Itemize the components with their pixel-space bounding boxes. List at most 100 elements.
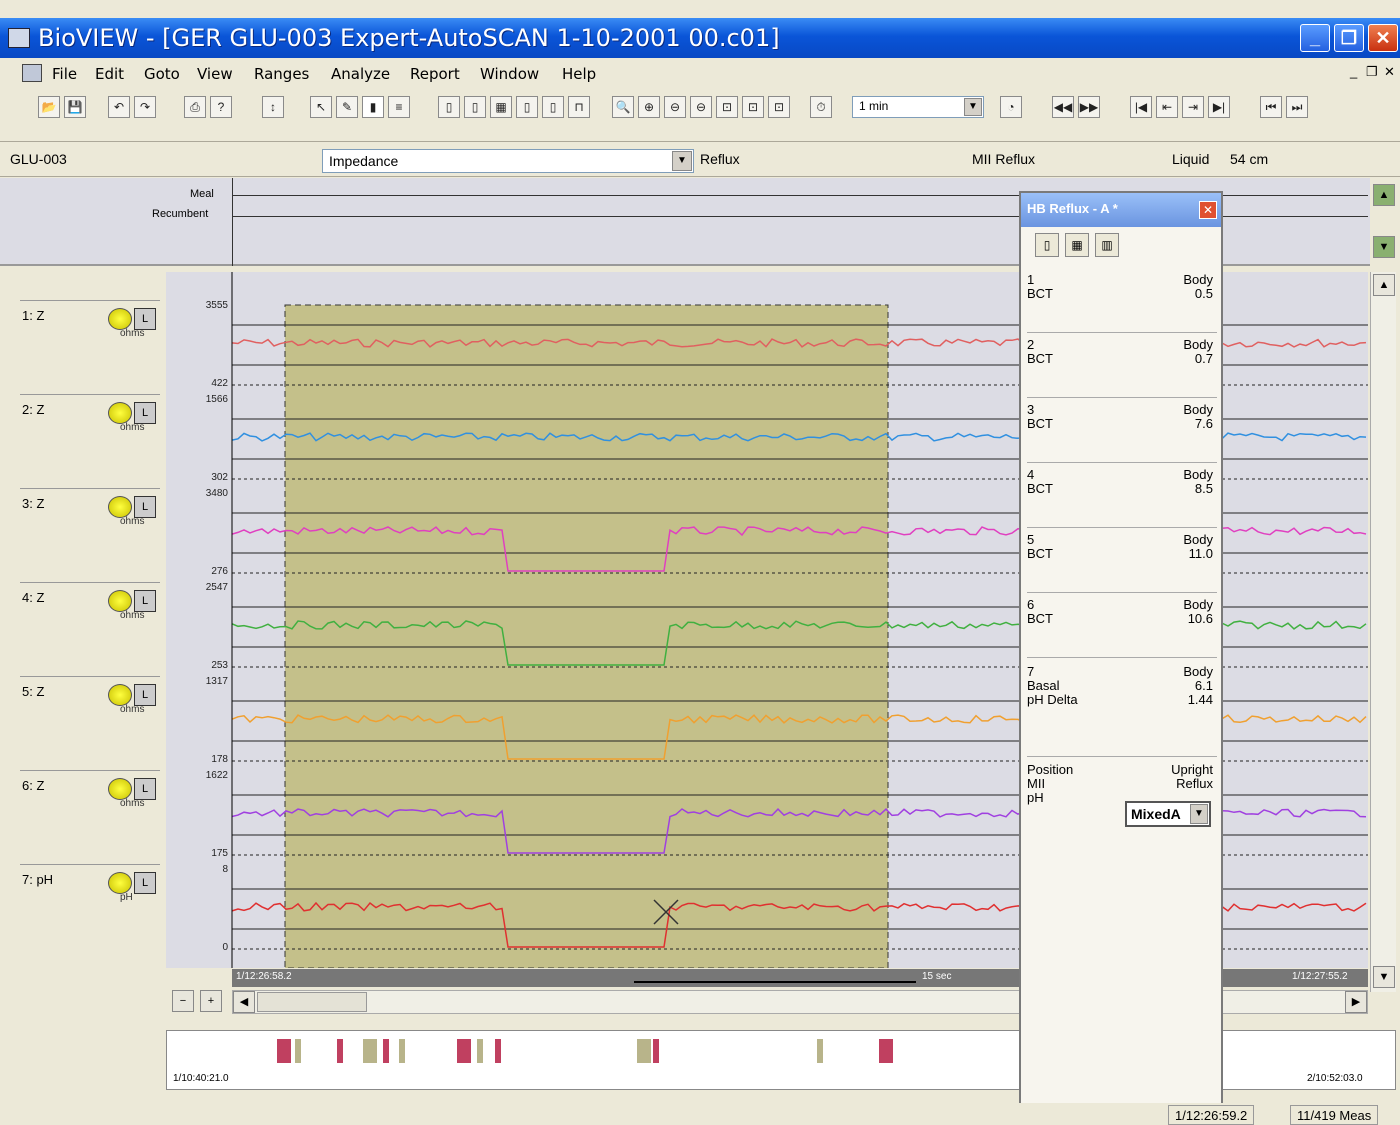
region4-icon[interactable]: ▯: [516, 96, 538, 118]
pencil-icon[interactable]: ✎: [336, 96, 358, 118]
panel-view-icon[interactable]: ▯: [1035, 233, 1059, 257]
panel-title[interactable]: HB Reflux - A *: [1021, 193, 1221, 227]
help-icon[interactable]: ?: [210, 96, 232, 118]
save-icon[interactable]: 💾: [64, 96, 86, 118]
channel-lock-icon[interactable]: L: [134, 308, 156, 330]
menu-window[interactable]: Window: [480, 65, 540, 83]
panel-row-7[interactable]: 7 Basal pH Delta Body 6.1 1.44: [1027, 665, 1217, 757]
fit2-icon[interactable]: ⊡: [742, 96, 764, 118]
panel-table-icon[interactable]: ▦: [1065, 233, 1089, 257]
marker2-icon[interactable]: ⊓: [568, 96, 590, 118]
chevron-down-icon[interactable]: ▼: [1190, 804, 1208, 824]
close-button[interactable]: ✕: [1368, 24, 1398, 52]
event-prev-icon[interactable]: ⇤: [1156, 96, 1178, 118]
panel-row[interactable]: 6 BCT Body 10.6: [1027, 598, 1217, 658]
channel-visible-icon[interactable]: [108, 684, 132, 706]
chevron-down-icon[interactable]: ▼: [964, 98, 982, 116]
region5-icon[interactable]: ▯: [542, 96, 564, 118]
menu-help[interactable]: Help: [562, 65, 597, 83]
channel-lock-icon[interactable]: L: [134, 872, 156, 894]
undo-icon[interactable]: ↶: [108, 96, 130, 118]
zoom-out-icon[interactable]: ⊖: [664, 96, 686, 118]
panel-row[interactable]: 3 BCT Body 7.6: [1027, 403, 1217, 463]
menu-file[interactable]: File: [52, 65, 78, 83]
vertical-scale-icon[interactable]: ↕: [262, 96, 284, 118]
row-name: BCT: [1027, 416, 1053, 431]
zoom-plus-button[interactable]: +: [200, 990, 222, 1012]
channel-visible-icon[interactable]: [108, 872, 132, 894]
channel-separator: [20, 394, 160, 395]
list-icon[interactable]: ≡: [388, 96, 410, 118]
app-icon[interactable]: [8, 28, 30, 48]
rewind-icon[interactable]: ◀◀: [1052, 96, 1074, 118]
channel-visible-icon[interactable]: [108, 308, 132, 330]
region-icon[interactable]: ▯: [438, 96, 460, 118]
zoom-minus-button[interactable]: −: [172, 990, 194, 1012]
region3-icon[interactable]: ▦: [490, 96, 512, 118]
panel-row[interactable]: 5 BCT Body 11.0: [1027, 533, 1217, 593]
mdi-close-button[interactable]: ✕: [1384, 64, 1395, 79]
scroll-up-icon[interactable]: ▲: [1373, 274, 1395, 296]
scroll-left-icon[interactable]: ◀: [233, 991, 255, 1013]
channel-lock-icon[interactable]: L: [134, 496, 156, 518]
zoom-range-icon[interactable]: ⊖: [690, 96, 712, 118]
row-value: 8.5: [1194, 481, 1213, 496]
channel-visible-icon[interactable]: [108, 496, 132, 518]
panel-row[interactable]: 4 BCT Body 8.5: [1027, 468, 1217, 528]
menu-view[interactable]: View: [197, 65, 233, 83]
panel-row[interactable]: 1 BCT Body 0.5: [1027, 273, 1217, 333]
event-next-icon[interactable]: ⇥: [1182, 96, 1204, 118]
skip-forward-icon[interactable]: ⏭: [1286, 96, 1308, 118]
chevron-down-icon[interactable]: ▼: [672, 151, 692, 171]
scroll-down-icon[interactable]: ▼: [1373, 966, 1395, 988]
document-icon[interactable]: [22, 64, 42, 82]
channel-lock-icon[interactable]: L: [134, 590, 156, 612]
marker-icon[interactable]: ▮: [362, 96, 384, 118]
panel-row[interactable]: 2 BCT Body 0.7: [1027, 338, 1217, 398]
ph-type-select[interactable]: MixedA ▼: [1125, 801, 1211, 827]
channel-separator: [20, 582, 160, 583]
mdi-restore-button[interactable]: ❐: [1366, 64, 1378, 79]
channel-lock-icon[interactable]: L: [134, 778, 156, 800]
scroll-thumb[interactable]: [257, 992, 367, 1012]
open-icon[interactable]: 📂: [38, 96, 60, 118]
band-scroll-down-button[interactable]: ▼: [1373, 236, 1395, 258]
channel-visible-icon[interactable]: [108, 590, 132, 612]
panel-bars-icon[interactable]: ▥: [1095, 233, 1119, 257]
time-range-select[interactable]: 1 min ▼: [852, 96, 984, 118]
channel-visible-icon[interactable]: [108, 402, 132, 424]
zoom-in-icon[interactable]: ⊕: [638, 96, 660, 118]
channel-type-select[interactable]: Impedance ▼: [322, 149, 694, 173]
band-scroll-up-button[interactable]: ▲: [1373, 184, 1395, 206]
menu-ranges[interactable]: Ranges: [254, 65, 310, 83]
channel-lock-icon[interactable]: L: [134, 684, 156, 706]
pointer-icon[interactable]: ↖: [310, 96, 332, 118]
menu-edit[interactable]: Edit: [95, 65, 125, 83]
scroll-right-icon[interactable]: ▶: [1345, 991, 1367, 1013]
region2-icon[interactable]: ▯: [464, 96, 486, 118]
first-icon[interactable]: |◀: [1130, 96, 1152, 118]
panel-close-icon[interactable]: ✕: [1199, 201, 1217, 219]
time-scale-icon[interactable]: ⏱: [810, 96, 832, 118]
zoom-icon[interactable]: 🔍: [612, 96, 634, 118]
channel-lock-icon[interactable]: L: [134, 402, 156, 424]
overview-event: [399, 1039, 405, 1063]
menu-report[interactable]: Report: [410, 65, 460, 83]
menu-goto[interactable]: Goto: [144, 65, 180, 83]
fast-forward-icon[interactable]: ▶▶: [1078, 96, 1100, 118]
channel-label: 1: Z: [22, 308, 45, 323]
skip-back-icon[interactable]: ⏮: [1260, 96, 1282, 118]
vertical-scrollbar[interactable]: ▲ ▼: [1370, 272, 1396, 992]
minimize-button[interactable]: _: [1300, 24, 1330, 52]
redo-icon[interactable]: ↷: [134, 96, 156, 118]
print-icon[interactable]: ⎙: [184, 96, 206, 118]
menu-analyze[interactable]: Analyze: [331, 65, 391, 83]
mdi-minimize-button[interactable]: _: [1350, 64, 1358, 79]
clock-icon[interactable]: ◔: [1000, 96, 1022, 118]
fit-icon[interactable]: ⊡: [716, 96, 738, 118]
row-number: 4: [1027, 467, 1035, 482]
channel-visible-icon[interactable]: [108, 778, 132, 800]
fit3-icon[interactable]: ⊡: [768, 96, 790, 118]
maximize-button[interactable]: ❐: [1334, 24, 1364, 52]
next-icon[interactable]: ▶|: [1208, 96, 1230, 118]
